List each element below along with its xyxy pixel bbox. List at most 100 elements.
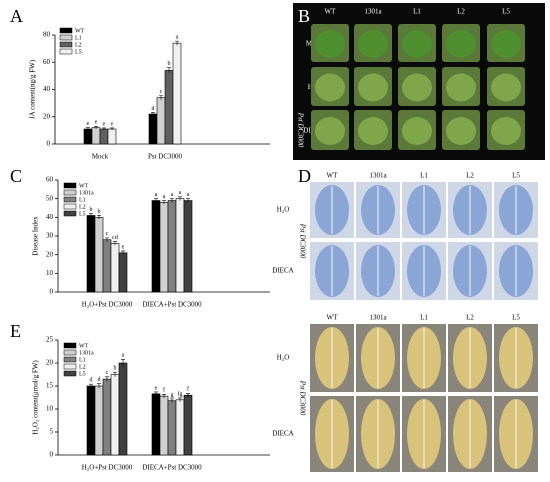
panel-label: D xyxy=(298,166,311,186)
panel-label: A xyxy=(10,6,23,26)
plant xyxy=(446,117,476,145)
error-bar xyxy=(178,397,182,402)
panel-label: B xyxy=(298,6,310,26)
significance-letter: e xyxy=(103,121,106,127)
bar xyxy=(107,128,117,145)
error-bar xyxy=(89,213,93,218)
legend-swatch xyxy=(63,370,77,377)
error-bar xyxy=(186,393,190,398)
bar xyxy=(110,243,120,293)
error-bar xyxy=(86,127,90,131)
error-bar xyxy=(154,198,158,203)
error-bar xyxy=(162,393,166,398)
error-bar xyxy=(94,125,98,130)
y-tick-label: 40 xyxy=(43,85,51,93)
significance-letter: e xyxy=(155,385,158,391)
y-tick-label: 15 xyxy=(46,382,54,390)
significance-letter: c xyxy=(106,231,109,237)
column-label: L2 xyxy=(466,314,474,322)
plant xyxy=(446,30,476,58)
significance-letter: a xyxy=(163,194,166,200)
error-bar xyxy=(162,200,166,205)
legend-swatch xyxy=(63,189,77,196)
error-bar xyxy=(121,359,125,367)
plant xyxy=(315,73,345,102)
legend-label: L1 xyxy=(75,35,82,41)
significance-letter: d xyxy=(98,377,101,383)
y-tick-label: 20 xyxy=(46,359,54,367)
column-label: L1 xyxy=(413,8,421,16)
y-tick-label: 0 xyxy=(50,288,54,296)
error-bar xyxy=(159,95,163,100)
panel-label: E xyxy=(10,321,21,341)
column-label: WT xyxy=(325,8,337,16)
bar xyxy=(167,400,177,456)
significance-letter: d xyxy=(90,378,93,384)
significance-letter: b xyxy=(98,209,101,215)
bar xyxy=(183,394,193,456)
error-bar xyxy=(170,398,174,403)
y-axis-label: JA content(ng/g FW) xyxy=(29,59,37,119)
y-tick-label: 60 xyxy=(46,176,54,184)
significance-letter: a xyxy=(155,192,158,198)
plant xyxy=(402,117,432,145)
y-tick-label: 40 xyxy=(46,213,54,221)
plant xyxy=(358,117,388,145)
error-bar xyxy=(113,371,117,377)
column-label: L1 xyxy=(420,172,428,180)
significance-letter: b xyxy=(114,366,117,372)
error-bar xyxy=(113,241,117,246)
significance-letter: b xyxy=(168,61,171,67)
error-bar xyxy=(105,237,109,242)
column-label: 1301a xyxy=(369,314,387,322)
legend-label: L2 xyxy=(79,364,86,370)
plant xyxy=(315,30,345,58)
column-label: L2 xyxy=(457,8,465,16)
row-label: DIECA xyxy=(272,267,293,275)
error-bar xyxy=(97,383,101,389)
x-tick-label: DIECA+Pst DC3000 xyxy=(142,301,202,309)
bar xyxy=(159,202,169,293)
legend-label: L5 xyxy=(79,211,86,217)
error-bar xyxy=(170,198,174,203)
bar xyxy=(175,399,185,456)
legend-swatch xyxy=(59,34,73,41)
column-label: WT xyxy=(327,314,339,322)
error-bar xyxy=(102,127,106,131)
bar xyxy=(159,395,169,456)
row-label: H₂O xyxy=(277,354,290,362)
error-bar xyxy=(167,67,171,74)
significance-letter: e xyxy=(122,244,125,250)
legend-label: L5 xyxy=(79,371,86,377)
y-tick-label: 30 xyxy=(46,232,54,240)
plant xyxy=(491,117,521,145)
significance-letter: c xyxy=(160,89,163,95)
significance-letter: a xyxy=(171,192,174,198)
significance-letter: f xyxy=(163,387,165,394)
x-tick-label: Pst DC3000 xyxy=(148,153,183,161)
error-bar xyxy=(105,376,109,382)
column-label: L5 xyxy=(512,314,520,322)
bar xyxy=(94,217,104,293)
error-bar xyxy=(97,215,101,220)
column-label: 1301a xyxy=(369,172,387,180)
bar xyxy=(118,362,128,456)
column-label: L2 xyxy=(466,172,474,180)
y-tick-label: 0 xyxy=(47,140,51,148)
significance-letter: a xyxy=(179,190,182,196)
group-label: Pst DC3000 xyxy=(296,112,304,148)
bar xyxy=(83,128,93,145)
plant xyxy=(402,73,432,102)
legend-label: L2 xyxy=(75,42,82,48)
plant xyxy=(491,73,521,102)
significance-letter: cd xyxy=(112,235,118,241)
bar xyxy=(94,385,104,456)
plant xyxy=(402,30,432,58)
bar xyxy=(99,128,109,145)
bar xyxy=(118,252,128,293)
bar xyxy=(164,70,174,145)
bar xyxy=(172,42,182,145)
legend-label: 1301a xyxy=(79,190,94,196)
y-axis-label: H₂O₂ content(μmol/g FW) xyxy=(32,360,40,435)
y-tick-label: 50 xyxy=(46,194,54,202)
